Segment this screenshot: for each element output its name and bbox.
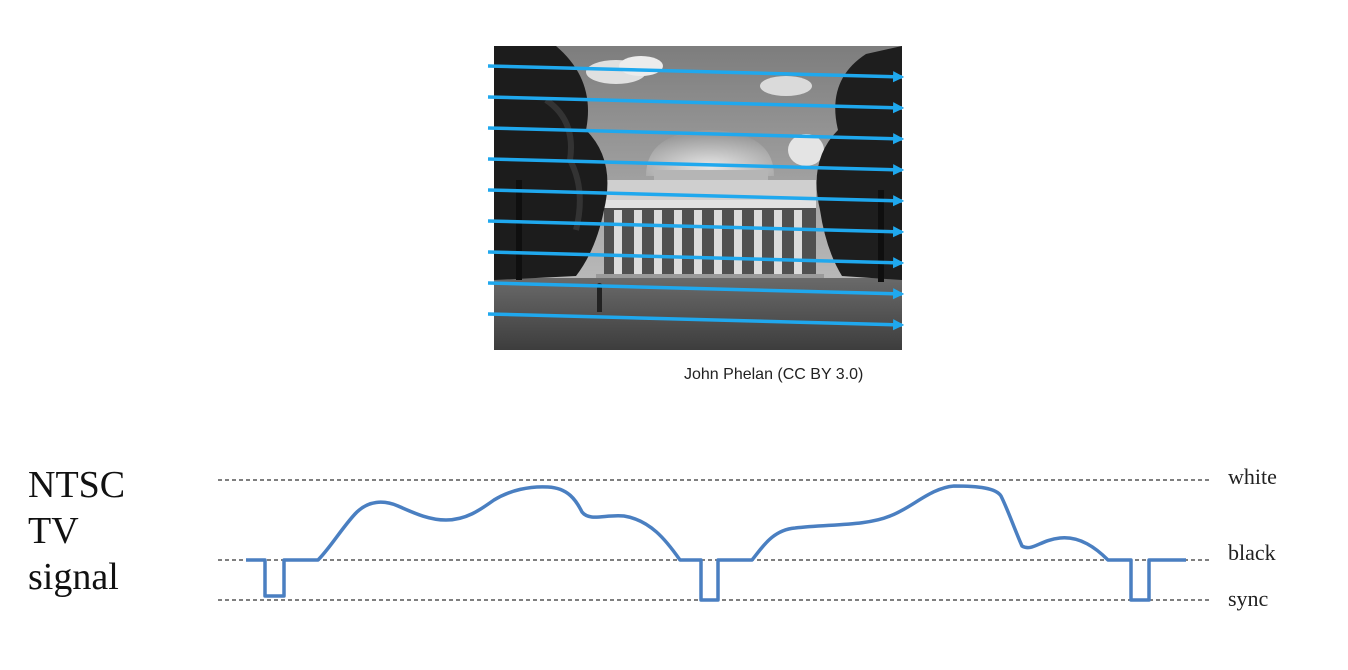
scan-line-arrow [487, 312, 905, 331]
scan-line-arrow [487, 281, 905, 300]
ntsc-signal-diagram: white black sync [218, 464, 1277, 611]
scan-lines-group [487, 64, 905, 331]
scan-line-arrow [487, 95, 905, 114]
signal-title-line-3: signal [28, 556, 119, 598]
scan-line-arrow [487, 64, 905, 83]
white-level-label: white [1228, 464, 1277, 489]
signal-title: NTSC TV signal [28, 462, 125, 600]
scan-line-arrow [487, 157, 905, 176]
scan-line-arrow [487, 219, 905, 238]
sync-level-label: sync [1228, 586, 1269, 611]
black-level-label: black [1228, 540, 1276, 565]
scan-line-arrow [487, 250, 905, 269]
scan-line-arrow [487, 126, 905, 145]
photo-credit-caption: John Phelan (CC BY 3.0) [684, 366, 864, 383]
signal-title-line-2: TV [28, 510, 79, 552]
scan-line-arrow [487, 188, 905, 207]
scan-photo-figure [487, 46, 905, 350]
signal-title-line-1: NTSC [28, 464, 126, 506]
signal-waveform [246, 484, 1186, 602]
